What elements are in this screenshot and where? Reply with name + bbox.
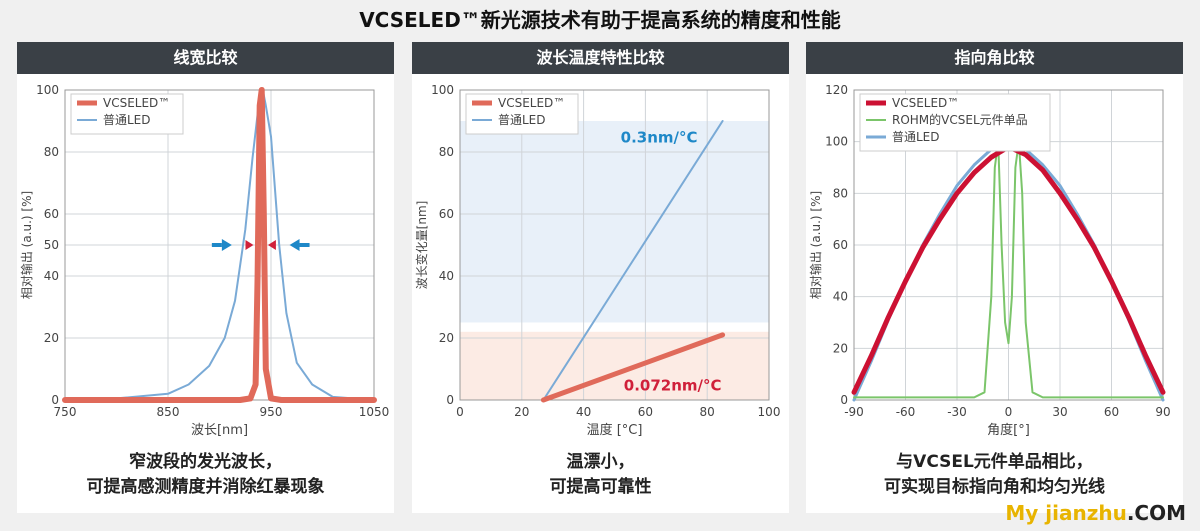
plot-frame (459, 89, 770, 401)
x-tick-label: 60 (1104, 405, 1119, 419)
y-tick-label: 20 (833, 341, 848, 355)
caption-line: 与VCSEL元件单品相比， (896, 452, 1093, 472)
x-tick-label: 60 (638, 405, 653, 419)
y-tick-label: 40 (833, 290, 848, 304)
x-axis-label: 角度[°] (987, 422, 1030, 438)
x-tick-label: 750 (54, 405, 77, 419)
panel-header: 线宽比较 (17, 42, 394, 74)
watermark-suffix: .COM (1126, 501, 1186, 525)
x-tick-label: -90 (844, 405, 864, 419)
series-line (542, 120, 724, 401)
x-tick-label: 0 (456, 405, 464, 419)
panel-linewidth: 线宽比较 750 850 950 1050 0 20 40 50 60 80 100 波长[nm] 相对… (17, 42, 394, 513)
y-tick-label: 20 (44, 331, 59, 345)
temperature-chart: 0 20 40 60 80 100 0 20 40 60 80 100 温度 [°C] 波长变化量[nm]… (414, 83, 781, 438)
y-tick-label: 0 (840, 393, 848, 407)
y-tick-label: 20 (439, 331, 454, 345)
fwhm-arrow-led-right (289, 239, 300, 251)
caption-line: 窄波段的发光波长， (129, 452, 282, 472)
x-tick-label: 100 (758, 405, 781, 419)
fwhm-arrow-led-left (221, 239, 232, 251)
page-title: VCSELED™新光源技术有助于提高系统的精度和性能 (359, 8, 841, 32)
y-tick-label: 100 (36, 83, 59, 97)
legend-label: 普通LED (103, 113, 151, 127)
vcseled-range-band (460, 331, 769, 400)
x-tick-label: 850 (157, 405, 180, 419)
y-tick-label: 0 (446, 393, 454, 407)
x-tick-label: 950 (260, 405, 283, 419)
caption-line: 温漂小， (566, 452, 635, 472)
y-tick-label: 80 (439, 145, 454, 159)
legend-box (859, 93, 1051, 152)
x-tick-label: -60 (896, 405, 916, 419)
x-tick-label: 90 (1155, 405, 1170, 419)
fwhm-arrow-led-left-shaft (211, 243, 222, 247)
x-tick-label: 80 (700, 405, 715, 419)
plot-frame (853, 89, 1164, 401)
legend-label: 普通LED (498, 113, 546, 127)
linewidth-chart: 750 850 950 1050 0 20 40 50 60 80 100 波长[nm] 相对输出 (a… (19, 83, 390, 438)
panel-header: 波长温度特性比较 (412, 42, 789, 74)
y-axis-label: 相对输出 (a.u.) [%] (808, 191, 823, 299)
y-tick-label: 40 (439, 269, 454, 283)
y-tick-label: 50 (44, 238, 59, 252)
y-axis-label: 相对输出 (a.u.) [%] (19, 191, 34, 299)
legend-label: VCSELED™ (892, 96, 959, 110)
y-tick-label: 120 (825, 83, 848, 97)
y-tick-label: 100 (825, 135, 848, 149)
vcseled-slope-label: 0.072nm/°C (624, 377, 722, 395)
x-axis-label: 波长[nm] (191, 423, 248, 438)
caption: 与VCSEL元件单品相比， 可实现目标指向角和均匀光线 (806, 450, 1183, 500)
watermark: My jianzhu.COM (1005, 501, 1186, 525)
series-line (540, 332, 726, 403)
y-tick-label: 40 (44, 269, 59, 283)
y-tick-label: 60 (439, 207, 454, 221)
y-tick-label: 60 (833, 238, 848, 252)
led-slope-label: 0.3nm/°C (621, 129, 698, 147)
x-tick-label: 20 (514, 405, 529, 419)
series-line (62, 87, 377, 403)
y-axis-label: 波长变化量[nm] (414, 201, 429, 290)
panel-angle: 指向角比较 -90 -60 -30 0 30 60 90 0 20 40 60 80 100 120 角度[… (806, 42, 1183, 513)
panel-header: 指向角比较 (806, 42, 1183, 74)
x-tick-label: 0 (1005, 405, 1013, 419)
legend-label: VCSELED™ (498, 96, 565, 110)
legend-label: 普通LED (892, 130, 940, 144)
fwhm-arrow-vcseled-right (267, 240, 276, 250)
y-tick-label: 80 (833, 186, 848, 200)
x-axis-label: 温度 [°C] (587, 422, 643, 438)
watermark-text: My jianzhu (1005, 501, 1127, 525)
y-tick-label: 0 (51, 393, 59, 407)
x-tick-label: 30 (1052, 405, 1067, 419)
y-tick-label: 100 (431, 83, 454, 97)
fwhm-arrow-vcseled-left (245, 240, 254, 250)
x-tick-label: 1050 (359, 405, 390, 419)
legend-label: ROHM的VCSEL元件单品 (892, 112, 1028, 127)
panel-temperature: 波长温度特性比较 0 20 40 60 80 100 0 20 40 60 80 100 温度 [°C]… (412, 42, 789, 513)
fwhm-arrow-led-right-shaft (299, 243, 310, 247)
caption: 温漂小， 可提高可靠性 (412, 450, 789, 500)
angle-chart: -90 -60 -30 0 30 60 90 0 20 40 60 80 100 120 角度[°] 相对输出… (808, 83, 1171, 438)
y-tick-label: 60 (44, 207, 59, 221)
y-tick-label: 80 (44, 145, 59, 159)
caption-line: 可提高感测精度并消除红暴现象 (86, 477, 325, 497)
legend-label: VCSELED™ (103, 96, 170, 110)
led-range-band (460, 121, 769, 323)
caption-line: 可实现目标指向角和均匀光线 (884, 477, 1105, 497)
x-tick-label: 40 (576, 405, 591, 419)
caption: 窄波段的发光波长， 可提高感测精度并消除红暴现象 (17, 450, 394, 500)
series-line (853, 140, 1164, 399)
x-tick-label: -30 (947, 405, 967, 419)
caption-line: 可提高可靠性 (549, 477, 652, 497)
